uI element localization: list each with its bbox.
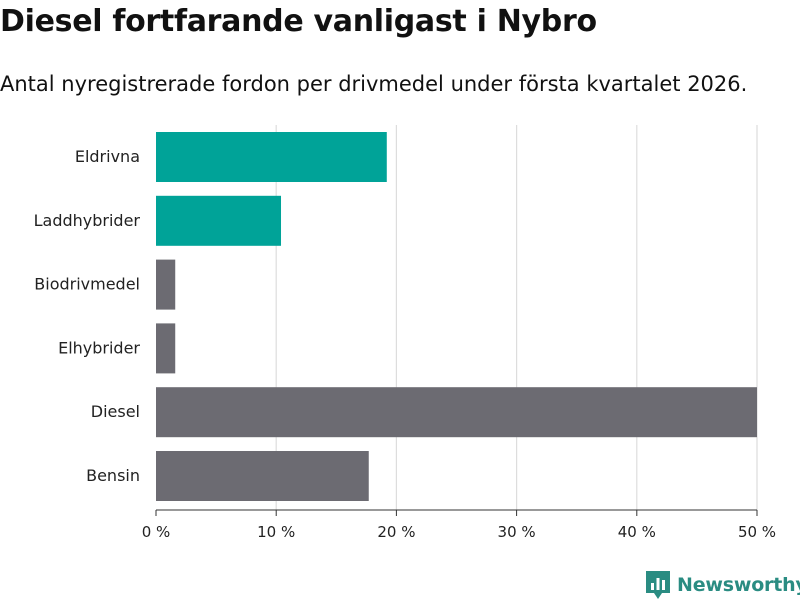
category-label: Biodrivmedel <box>34 275 140 294</box>
x-tick-label: 30 % <box>498 523 536 541</box>
chart-subtitle: Antal nyregistrerade fordon per drivmede… <box>0 72 748 96</box>
x-tick-label: 10 % <box>257 523 295 541</box>
x-tick-label: 20 % <box>377 523 415 541</box>
x-tick-labels: 0 % 10 % 20 % 30 % 40 % 50 % <box>142 523 776 541</box>
x-tick-label: 0 % <box>142 523 171 541</box>
x-tick-label: 40 % <box>618 523 656 541</box>
bar <box>156 387 757 438</box>
category-labels: Eldrivna Laddhybrider Biodrivmedel Elhybrid… <box>34 147 141 485</box>
newsworthy-logo-icon <box>646 571 670 599</box>
category-label: Laddhybrider <box>34 211 141 230</box>
chart-title: Diesel fortfarande vanligast i Nybro <box>0 4 597 39</box>
bars <box>156 132 757 501</box>
gridlines <box>155 125 758 516</box>
category-label: Eldrivna <box>75 147 140 166</box>
bar <box>156 259 176 310</box>
bar <box>156 132 387 182</box>
category-label: Elhybrider <box>58 338 140 357</box>
newsworthy-logo-text: Newsworthy <box>677 574 800 596</box>
bar <box>156 195 282 246</box>
bar-chart: Eldrivna Laddhybrider Biodrivmedel Elhybrid… <box>34 125 776 541</box>
category-label: Bensin <box>86 466 140 485</box>
category-label: Diesel <box>91 402 140 421</box>
bar <box>156 323 176 374</box>
x-tick-label: 50 % <box>738 523 776 541</box>
newsworthy-logo: Newsworthy <box>645 570 800 600</box>
bar <box>156 451 369 501</box>
